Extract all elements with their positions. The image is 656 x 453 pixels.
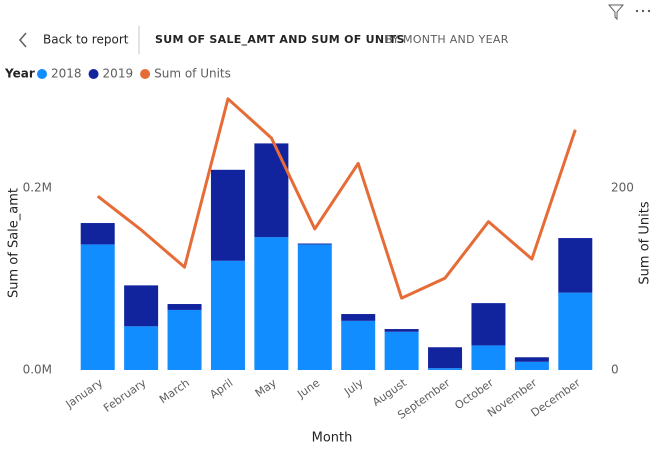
bar	[297, 244, 332, 370]
y-axis-title: Sum of Sale_amt	[7, 188, 22, 298]
back-button[interactable]: Back to report	[43, 33, 129, 47]
bar	[124, 326, 159, 370]
bar	[514, 357, 549, 362]
bar	[210, 169, 245, 261]
visual-subtitle: BY MONTH AND YEAR	[385, 33, 509, 46]
legend-title: Year	[4, 67, 35, 81]
bar	[254, 143, 289, 238]
legend-marker	[140, 69, 151, 79]
bar	[471, 303, 506, 346]
bar	[80, 244, 115, 370]
legend-label: 2019	[103, 67, 134, 81]
y2-tick-label: 0	[611, 363, 619, 377]
bar	[384, 329, 419, 332]
y-tick-label: 0.2M	[23, 181, 52, 195]
bar	[428, 347, 463, 369]
bar	[80, 223, 115, 245]
y-tick-label: 0.0M	[23, 363, 52, 377]
bar	[124, 285, 159, 327]
bar	[558, 238, 593, 293]
bar	[558, 292, 593, 370]
x-axis-title: Month	[312, 431, 353, 446]
bar	[167, 309, 202, 370]
bar	[471, 345, 506, 370]
bar	[341, 320, 376, 370]
line	[96, 97, 577, 300]
bar	[428, 368, 463, 370]
bar	[210, 260, 245, 370]
legend-marker	[88, 69, 99, 79]
back-arrow[interactable]	[19, 32, 27, 48]
legend-label: Sum of Units	[154, 67, 231, 81]
more-options[interactable]	[635, 9, 651, 13]
filter-icon[interactable]	[607, 4, 625, 21]
bar	[341, 314, 376, 321]
bar	[514, 361, 549, 370]
legend-marker	[37, 69, 47, 79]
visual-title: SUM OF SALE_AMT AND SUM OF UNITS	[155, 33, 405, 46]
bar	[384, 331, 419, 370]
y2-tick-label: 200	[611, 181, 634, 195]
bar	[254, 237, 289, 370]
legend-label: 2018	[51, 67, 82, 81]
y2-axis-title: Sum of Units	[638, 201, 653, 284]
bar	[297, 243, 332, 245]
bar	[167, 304, 202, 310]
